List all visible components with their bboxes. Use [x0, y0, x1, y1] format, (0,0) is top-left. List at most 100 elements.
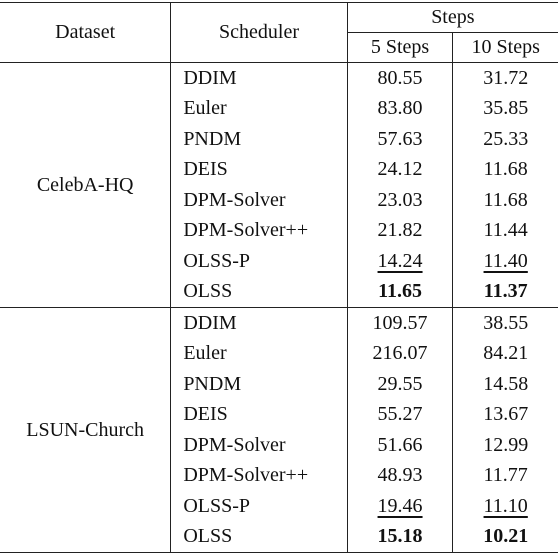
data-row: OLSS-P 19.46 11.10 [0, 491, 558, 522]
value-cell: 19.46 [347, 491, 454, 522]
value-cell: 55.27 [347, 399, 454, 430]
scheduler-cell: OLSS-P [170, 491, 348, 522]
value-cell: 24.12 [347, 154, 454, 185]
value-cell: 14.24 [347, 246, 454, 277]
data-row: DPM-Solver 23.03 11.68 [0, 185, 558, 216]
value-cell: 38.55 [453, 308, 558, 339]
data-row: OLSS 15.18 10.21 [0, 521, 558, 553]
value-text: 11.68 [483, 188, 528, 211]
dataset-cell: LSUN-Church [0, 307, 172, 553]
header-cell: Steps [347, 2, 558, 33]
value-cell: 11.77 [453, 461, 558, 492]
value-text: 11.37 [483, 280, 528, 303]
scheduler-cell: DPM-Solver++ [170, 215, 348, 246]
value-text: 14.58 [483, 372, 529, 395]
data-row: Euler 216.07 84.21 [0, 338, 558, 370]
value-text: 23.03 [377, 188, 423, 211]
scheduler-cell: OLSS [170, 521, 348, 553]
header-cell: 5 Steps [347, 32, 454, 63]
data-row: DPM-Solver++ 21.82 11.44 [0, 215, 558, 246]
value-text: 11.44 [483, 219, 528, 242]
value-cell: 11.68 [453, 185, 558, 216]
value-text: 11.40 [483, 249, 528, 272]
value-cell: 48.93 [347, 460, 454, 491]
header-cell: 10 Steps [452, 32, 558, 63]
data-row: DEIS 55.27 13.67 [0, 399, 558, 431]
value-text: 11.77 [483, 464, 528, 487]
value-text: 11.65 [378, 280, 422, 303]
value-text: 31.72 [483, 66, 529, 89]
value-cell: 11.37 [452, 276, 558, 308]
value-cell: 15.18 [347, 521, 454, 553]
value-cell: 29.55 [347, 369, 454, 400]
value-text: 84.21 [483, 342, 529, 365]
value-cell: 83.80 [347, 93, 454, 124]
data-row: CelebA-HQ DDIM 80.55 31.72 [0, 62, 558, 308]
value-text: 11.68 [483, 158, 528, 181]
value-cell: 12.99 [453, 430, 558, 461]
value-text: 11.10 [483, 494, 528, 517]
value-cell: 57.63 [347, 124, 454, 155]
data-row: DPM-Solver++ 48.93 11.77 [0, 460, 558, 492]
value-cell: 14.58 [453, 369, 558, 400]
data-row: DEIS 24.12 11.68 [0, 154, 558, 186]
value-cell: 35.85 [453, 94, 558, 125]
data-row: PNDM 29.55 14.58 [0, 369, 558, 400]
scheduler-cell: DDIM [170, 62, 348, 94]
value-text: 10.21 [483, 525, 529, 548]
dataset-cell: CelebA-HQ [0, 62, 172, 308]
data-row: OLSS-P 14.24 11.40 [0, 246, 558, 277]
value-cell: 10.21 [452, 521, 558, 553]
scheduler-cell: OLSS-P [170, 246, 348, 277]
value-cell: 21.82 [347, 215, 454, 246]
value-text: 216.07 [372, 342, 428, 365]
scheduler-cell: PNDM [170, 369, 348, 400]
scheduler-cell: DPM-Solver++ [170, 460, 348, 491]
scheduler-cell: OLSS [170, 276, 348, 308]
value-text: 51.66 [377, 433, 423, 456]
header-cell: Scheduler [170, 2, 348, 63]
value-cell: 13.67 [453, 400, 558, 431]
scheduler-cell: Euler [170, 93, 348, 124]
value-text: 80.55 [377, 66, 423, 89]
value-text: 35.85 [483, 97, 529, 120]
scheduler-cell: DPM-Solver [170, 185, 348, 216]
scheduler-cell: DEIS [170, 399, 348, 430]
value-text: 48.93 [377, 464, 423, 487]
value-text: 57.63 [377, 127, 423, 150]
value-text: 29.55 [377, 372, 423, 395]
header-cell: Dataset [0, 2, 172, 63]
value-cell: 31.72 [453, 63, 558, 94]
header-row: Dataset Scheduler Steps [0, 2, 558, 63]
value-cell: 80.55 [347, 62, 454, 94]
data-row: PNDM 57.63 25.33 [0, 124, 558, 155]
scheduler-cell: Euler [170, 338, 348, 369]
scheduler-cell: DPM-Solver [170, 430, 348, 461]
value-cell: 23.03 [347, 185, 454, 216]
value-cell: 11.10 [453, 491, 558, 522]
data-row: LSUN-Church DDIM 109.57 38.55 [0, 307, 558, 553]
value-text: 21.82 [377, 219, 423, 242]
value-cell: 109.57 [347, 307, 454, 339]
value-text: 38.55 [483, 311, 529, 334]
data-row: DPM-Solver 51.66 12.99 [0, 430, 558, 461]
value-text: 12.99 [483, 433, 529, 456]
scheduler-cell: PNDM [170, 124, 348, 155]
value-cell: 84.21 [453, 339, 558, 370]
scheduler-cell: DDIM [170, 307, 348, 339]
value-cell: 25.33 [453, 124, 558, 155]
value-cell: 11.40 [453, 246, 558, 277]
value-text: 25.33 [483, 127, 529, 150]
value-text: 19.46 [377, 494, 423, 517]
value-text: 14.24 [377, 249, 423, 272]
value-cell: 51.66 [347, 430, 454, 461]
value-text: 109.57 [372, 311, 428, 334]
scheduler-cell: DEIS [170, 154, 348, 185]
value-cell: 216.07 [347, 338, 454, 369]
value-text: 13.67 [483, 403, 529, 426]
data-row: OLSS 11.65 11.37 [0, 276, 558, 308]
value-cell: 11.68 [453, 155, 558, 186]
